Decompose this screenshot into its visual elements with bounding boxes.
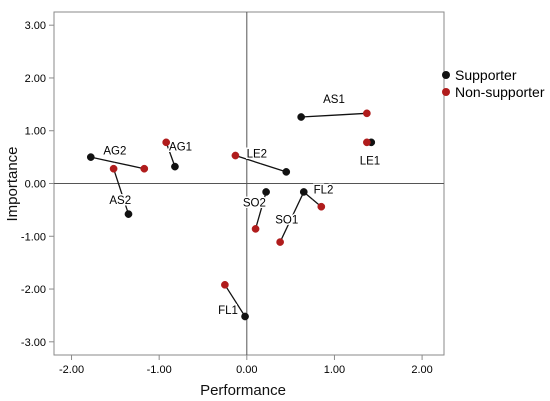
y-tick-label: 3.00 [25, 20, 46, 32]
connector-line [235, 154, 262, 165]
y-tick-label: -2.00 [21, 284, 46, 296]
connector-line [301, 114, 335, 118]
legend-marker [442, 88, 450, 96]
pair-label: LE2 [247, 149, 267, 161]
pair-label: AG2 [103, 145, 126, 157]
connector-line [260, 163, 287, 173]
x-tick-label: -2.00 [59, 364, 84, 376]
non-supporter-point-ag1 [162, 138, 171, 147]
connectors-layer [90, 112, 372, 317]
x-tick-label: -1.00 [147, 364, 172, 376]
legend-label: Supporter [455, 67, 517, 83]
y-tick-label: -1.00 [21, 231, 46, 243]
connector-line [114, 161, 145, 170]
supporter-point-ag1 [171, 162, 179, 171]
non-supporter-point-fl2 [317, 202, 326, 211]
supporter-point-as2 [124, 210, 133, 218]
pair-label: SO1 [275, 215, 298, 227]
connector-line [333, 112, 367, 116]
y-tick-label: 1.00 [25, 126, 46, 138]
pair-label: AG1 [169, 141, 192, 153]
non-supporter-point-le2 [231, 151, 240, 160]
axes-layer: -2.00 -1.00 0.00 1.00 2.00 3.00 2.00 1.00 0.00 -1… [21, 12, 444, 376]
non-supporter-point-as2 [109, 164, 118, 173]
supporter-point-as1 [297, 113, 305, 121]
points-layer [86, 109, 376, 321]
y-tick-label: 2.00 [25, 73, 46, 85]
non-supporter-point-fl1 [221, 280, 229, 289]
supporter-point-ag2 [86, 153, 95, 161]
x-axis-title: Performance [200, 382, 286, 399]
pair-label: FL2 [314, 184, 334, 196]
y-tick-label: 0.00 [25, 179, 46, 191]
supporter-point-so2 [262, 188, 270, 196]
non-supporter-point-ag2 [140, 164, 149, 173]
connector-line [112, 168, 123, 196]
labels-layer: AS1 LE1 AG2 AG1 LE2 AS2 SO2 FL2 SO1 FL1 [102, 93, 382, 319]
pair-label: LE1 [360, 155, 380, 167]
x-tick-label: 2.00 [411, 364, 432, 376]
pair-label: AS2 [109, 195, 131, 207]
pair-label: SO2 [243, 198, 266, 210]
supporter-point-fl2 [299, 188, 308, 196]
legend-marker [442, 71, 450, 79]
pair-label: AS1 [323, 94, 345, 106]
connector-line [290, 191, 305, 220]
legend-label: Non-supporter [455, 84, 545, 100]
y-tick-label: -3.00 [21, 337, 46, 349]
pair-label: FL1 [218, 305, 238, 317]
non-supporter-point-so2 [251, 225, 260, 233]
y-axis-title: Importance [4, 146, 21, 221]
connector-line [279, 219, 292, 243]
non-supporter-point-as1 [363, 109, 371, 118]
connector-line [90, 156, 116, 163]
non-supporter-point-so1 [276, 238, 284, 246]
x-tick-label: 1.00 [324, 364, 345, 376]
supporter-point-le2 [282, 168, 291, 176]
supporter-point-fl1 [241, 312, 249, 321]
x-tick-label: 0.00 [236, 364, 257, 376]
non-supporter-point-le1 [363, 138, 371, 147]
